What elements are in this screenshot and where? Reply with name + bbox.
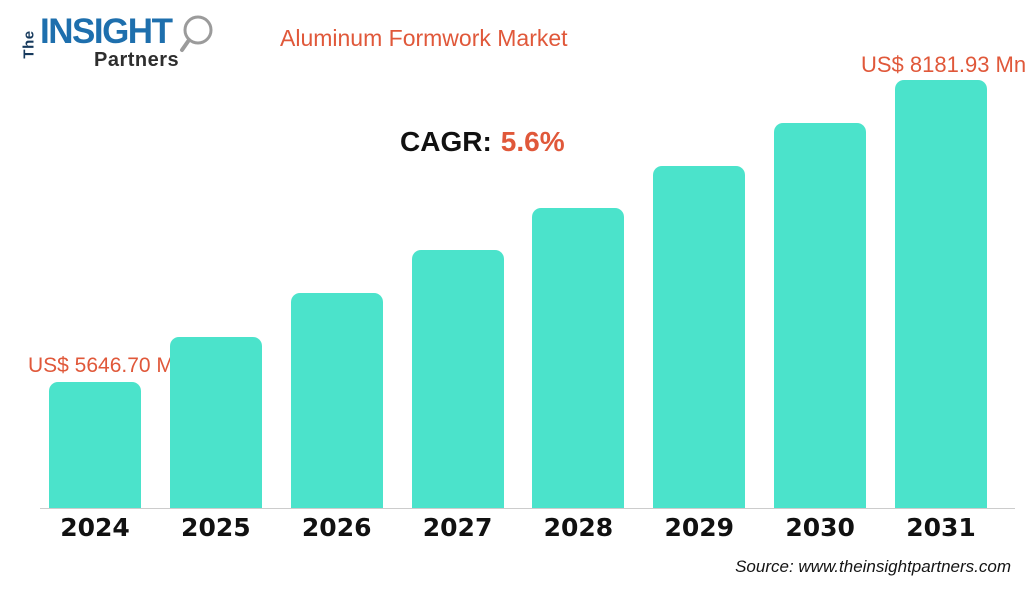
magnifier-icon xyxy=(180,15,213,52)
x-tick-label-2024: 2024 xyxy=(60,513,130,542)
last-bar-value-label: US$ 8181.93 Mn xyxy=(861,52,1027,77)
first-bar-value-label: US$ 5646.70 Mn xyxy=(28,354,186,377)
logo-partners-text: Partners xyxy=(94,49,180,71)
x-tick-label-2031: 2031 xyxy=(906,513,976,542)
bar-2025 xyxy=(169,337,262,508)
cagr-label: CAGR: xyxy=(400,126,492,157)
x-axis-line xyxy=(40,508,1015,509)
x-tick-label-2027: 2027 xyxy=(422,513,493,542)
cagr-value: 5.6% xyxy=(500,126,565,157)
company-logo: The INSIGHT Partners xyxy=(21,6,213,78)
cagr-annotation: CAGR: 5.6% xyxy=(400,126,565,158)
x-tick-label-2025: 2025 xyxy=(181,513,251,542)
bar-2024 xyxy=(49,382,141,508)
bar-2028 xyxy=(532,208,625,508)
x-tick-label-2026: 2026 xyxy=(301,513,372,542)
x-tick-label-2029: 2029 xyxy=(664,513,735,542)
bar-2026 xyxy=(290,293,383,508)
x-tick-label-2028: 2028 xyxy=(543,513,614,542)
bar-2029 xyxy=(653,166,746,508)
page-title: Aluminum Formwork Market xyxy=(280,25,568,51)
bar-2030 xyxy=(774,123,867,508)
bar-2027 xyxy=(411,250,504,508)
source-credit: Source: www.theinsightpartners.com xyxy=(735,557,1011,576)
bar-2031 xyxy=(894,80,987,508)
logo-insight-text: INSIGHT xyxy=(40,12,173,51)
x-tick-label-2030: 2030 xyxy=(785,513,855,542)
